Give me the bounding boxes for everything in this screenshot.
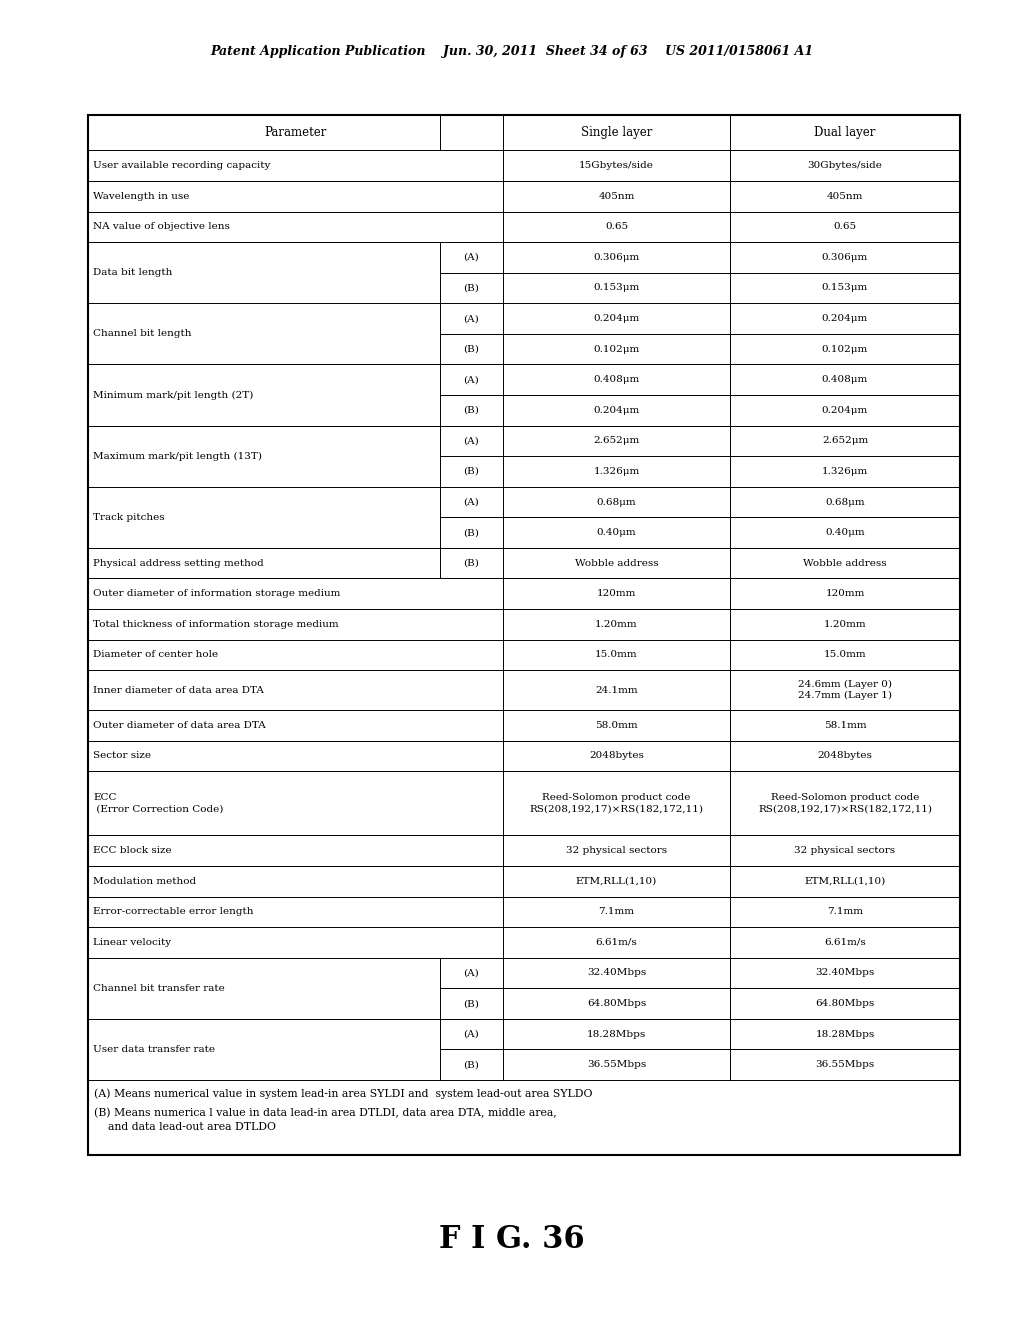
Text: 2048bytes: 2048bytes [589, 751, 644, 760]
Text: (A): (A) [464, 1030, 479, 1039]
Text: 15.0mm: 15.0mm [595, 651, 638, 660]
Text: 15Gbytes/side: 15Gbytes/side [579, 161, 654, 170]
Text: 120mm: 120mm [597, 589, 636, 598]
Text: Channel bit length: Channel bit length [93, 329, 191, 338]
Text: 0.65: 0.65 [834, 222, 856, 231]
Text: Wobble address: Wobble address [574, 558, 658, 568]
Text: 0.408μm: 0.408μm [593, 375, 640, 384]
Text: Modulation method: Modulation method [93, 876, 197, 886]
Text: (B): (B) [464, 284, 479, 293]
Text: ETM,RLL(1,10): ETM,RLL(1,10) [805, 876, 886, 886]
Text: Maximum mark/pit length (13T): Maximum mark/pit length (13T) [93, 451, 262, 461]
Text: (A): (A) [464, 498, 479, 507]
Text: Error-correctable error length: Error-correctable error length [93, 907, 254, 916]
Text: 36.55Mbps: 36.55Mbps [815, 1060, 874, 1069]
Text: 7.1mm: 7.1mm [598, 907, 635, 916]
Text: 24.1mm: 24.1mm [595, 685, 638, 694]
Text: User available recording capacity: User available recording capacity [93, 161, 270, 170]
Text: (A): (A) [464, 253, 479, 261]
Text: 405nm: 405nm [826, 191, 863, 201]
Text: 36.55Mbps: 36.55Mbps [587, 1060, 646, 1069]
Text: Dual layer: Dual layer [814, 127, 876, 139]
Text: Wavelength in use: Wavelength in use [93, 191, 189, 201]
Text: 18.28Mbps: 18.28Mbps [587, 1030, 646, 1039]
Text: 24.6mm (Layer 0)
24.7mm (Layer 1): 24.6mm (Layer 0) 24.7mm (Layer 1) [798, 680, 892, 701]
Text: NA value of objective lens: NA value of objective lens [93, 222, 229, 231]
Text: Outer diameter of information storage medium: Outer diameter of information storage me… [93, 589, 340, 598]
Text: 7.1mm: 7.1mm [827, 907, 863, 916]
Text: (A): (A) [464, 969, 479, 978]
Text: Single layer: Single layer [581, 127, 652, 139]
Text: (B): (B) [464, 467, 479, 477]
Text: (B): (B) [464, 558, 479, 568]
Text: 0.204μm: 0.204μm [593, 405, 640, 414]
Text: 0.204μm: 0.204μm [822, 314, 868, 323]
Text: 6.61m/s: 6.61m/s [596, 939, 637, 946]
Text: (B) Means numerica l value in data lead-in area DTLDI, data area DTA, middle are: (B) Means numerica l value in data lead-… [94, 1107, 557, 1118]
Text: (B): (B) [464, 528, 479, 537]
Text: 64.80Mbps: 64.80Mbps [587, 999, 646, 1008]
Text: Parameter: Parameter [264, 127, 327, 139]
Text: Linear velocity: Linear velocity [93, 939, 171, 946]
Text: 58.1mm: 58.1mm [823, 721, 866, 730]
Text: Inner diameter of data area DTA: Inner diameter of data area DTA [93, 685, 264, 694]
Text: (A) Means numerical value in system lead-in area SYLDI and  system lead-out area: (A) Means numerical value in system lead… [94, 1088, 593, 1098]
Text: Data bit length: Data bit length [93, 268, 172, 277]
Text: 32 physical sectors: 32 physical sectors [795, 846, 896, 855]
Text: 1.20mm: 1.20mm [823, 620, 866, 628]
Text: 58.0mm: 58.0mm [595, 721, 638, 730]
Text: Outer diameter of data area DTA: Outer diameter of data area DTA [93, 721, 266, 730]
Text: 120mm: 120mm [825, 589, 864, 598]
Text: 18.28Mbps: 18.28Mbps [815, 1030, 874, 1039]
Text: Reed-Solomon product code
RS(208,192,17)×RS(182,172,11): Reed-Solomon product code RS(208,192,17)… [529, 793, 703, 813]
Text: (B): (B) [464, 345, 479, 354]
Text: 1.326μm: 1.326μm [593, 467, 640, 477]
Text: ECC block size: ECC block size [93, 846, 172, 855]
Text: 0.68μm: 0.68μm [825, 498, 865, 507]
Text: 0.102μm: 0.102μm [822, 345, 868, 354]
Text: (B): (B) [464, 405, 479, 414]
Text: 0.306μm: 0.306μm [822, 253, 868, 261]
Text: 0.40μm: 0.40μm [825, 528, 865, 537]
Text: Patent Application Publication    Jun. 30, 2011  Sheet 34 of 63    US 2011/01580: Patent Application Publication Jun. 30, … [211, 45, 813, 58]
Text: (A): (A) [464, 375, 479, 384]
Text: 0.204μm: 0.204μm [822, 405, 868, 414]
Text: 0.102μm: 0.102μm [593, 345, 640, 354]
Text: ETM,RLL(1,10): ETM,RLL(1,10) [575, 876, 657, 886]
Text: (B): (B) [464, 999, 479, 1008]
Text: 15.0mm: 15.0mm [823, 651, 866, 660]
Bar [88, 115, 961, 1155]
Text: and data lead-out area DTLDO: and data lead-out area DTLDO [94, 1122, 276, 1133]
Text: 2.652μm: 2.652μm [822, 437, 868, 445]
Text: 32.40Mbps: 32.40Mbps [587, 969, 646, 978]
Text: Reed-Solomon product code
RS(208,192,17)×RS(182,172,11): Reed-Solomon product code RS(208,192,17)… [758, 793, 932, 813]
Text: 0.306μm: 0.306μm [593, 253, 640, 261]
Text: 0.153μm: 0.153μm [593, 284, 640, 293]
Text: Track pitches: Track pitches [93, 512, 165, 521]
Text: 64.80Mbps: 64.80Mbps [815, 999, 874, 1008]
Text: 2048bytes: 2048bytes [817, 751, 872, 760]
Text: (B): (B) [464, 1060, 479, 1069]
Text: 30Gbytes/side: 30Gbytes/side [808, 161, 883, 170]
Text: ECC
 (Error Correction Code): ECC (Error Correction Code) [93, 793, 223, 813]
Text: 405nm: 405nm [598, 191, 635, 201]
Text: 0.40μm: 0.40μm [597, 528, 636, 537]
Text: 0.408μm: 0.408μm [822, 375, 868, 384]
Text: 0.68μm: 0.68μm [597, 498, 636, 507]
Text: 0.204μm: 0.204μm [593, 314, 640, 323]
Text: 0.65: 0.65 [605, 222, 628, 231]
Text: Wobble address: Wobble address [803, 558, 887, 568]
Text: Minimum mark/pit length (2T): Minimum mark/pit length (2T) [93, 391, 253, 400]
Text: Physical address setting method: Physical address setting method [93, 558, 264, 568]
Text: Total thickness of information storage medium: Total thickness of information storage m… [93, 620, 339, 628]
Text: Channel bit transfer rate: Channel bit transfer rate [93, 983, 224, 993]
Text: 32.40Mbps: 32.40Mbps [815, 969, 874, 978]
Text: 1.326μm: 1.326μm [822, 467, 868, 477]
Text: (A): (A) [464, 437, 479, 445]
Text: 6.61m/s: 6.61m/s [824, 939, 866, 946]
Text: Diameter of center hole: Diameter of center hole [93, 651, 218, 660]
Text: 2.652μm: 2.652μm [593, 437, 640, 445]
Text: (A): (A) [464, 314, 479, 323]
Text: Sector size: Sector size [93, 751, 151, 760]
Text: 0.153μm: 0.153μm [822, 284, 868, 293]
